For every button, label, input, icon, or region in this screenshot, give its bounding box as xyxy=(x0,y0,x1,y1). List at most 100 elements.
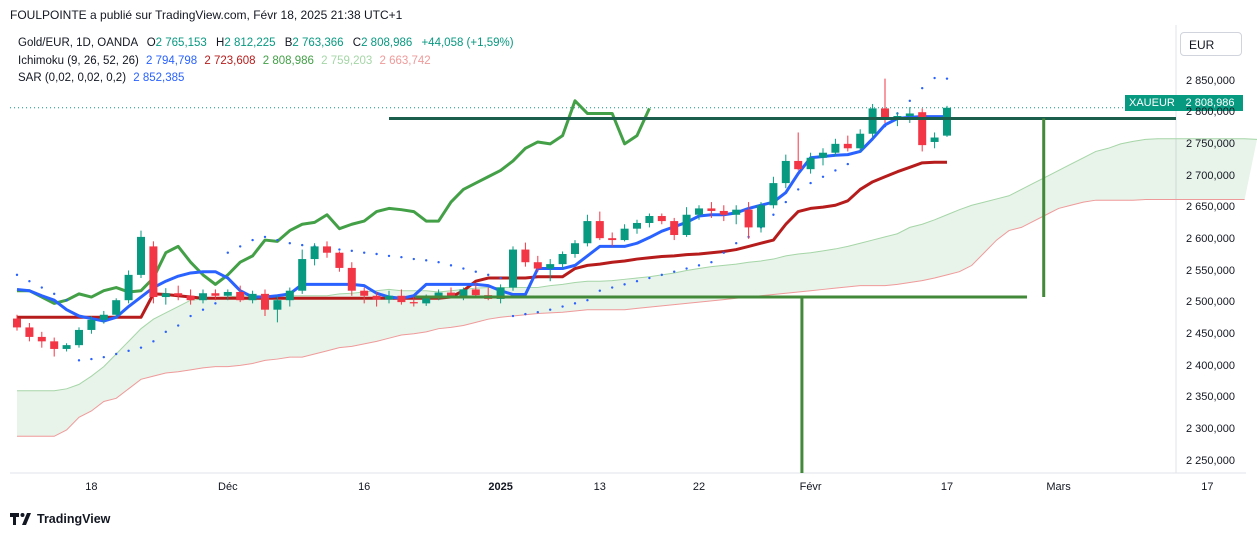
sar-point xyxy=(933,76,936,80)
candle-body xyxy=(397,295,406,303)
sar-point xyxy=(784,200,787,204)
candle-body xyxy=(546,264,555,269)
sar-point xyxy=(536,311,539,314)
sar-point xyxy=(673,270,676,273)
candle-body xyxy=(595,221,604,239)
candle-body xyxy=(905,113,914,117)
candle-body xyxy=(707,208,716,211)
candle-body xyxy=(25,327,34,337)
sar-point xyxy=(40,286,43,289)
candle-body xyxy=(236,291,245,301)
sar-point xyxy=(350,249,353,253)
tradingview-label: TradingView xyxy=(37,512,111,526)
sar-point xyxy=(945,77,949,80)
time-tick-label: Déc xyxy=(218,481,238,493)
candle-body xyxy=(149,246,158,298)
last-price-badge: 2 808,986 xyxy=(1177,95,1243,111)
sar-point xyxy=(201,308,205,311)
sar-point xyxy=(598,289,601,292)
candle-body xyxy=(323,246,331,253)
candle-body xyxy=(199,293,207,301)
time-tick-label: 17 xyxy=(1201,481,1214,493)
price-tick-label: 2 550,000 xyxy=(1186,264,1235,277)
sar-point xyxy=(883,124,887,128)
candle-body xyxy=(633,222,641,229)
sar-point xyxy=(871,137,874,140)
sar-point xyxy=(152,340,155,343)
price-tick-label: 2 600,000 xyxy=(1186,233,1235,246)
candle-body xyxy=(831,143,840,153)
sar-point xyxy=(623,283,626,286)
ichimoku-span-b-line xyxy=(17,199,1245,437)
candle-body xyxy=(186,295,195,301)
sar-point xyxy=(524,312,527,316)
legend-open: 2 765,153 xyxy=(155,37,207,49)
sar-point xyxy=(797,188,800,191)
price-tick-label: 2 300,000 xyxy=(1186,422,1235,435)
sar-point xyxy=(697,264,701,267)
ichimoku-conversion-line xyxy=(16,115,947,323)
candle-body xyxy=(310,246,319,260)
candle-body xyxy=(298,259,307,291)
legend-symbol-row[interactable]: Gold/EUR, 1D, OANDA O2 765,153 H2 812,22… xyxy=(18,35,514,53)
candle-body xyxy=(422,297,431,304)
price-tick-label: 2 450,000 xyxy=(1186,328,1235,340)
sar-point xyxy=(809,181,812,185)
tradingview-logo-icon xyxy=(10,513,31,525)
candle-body xyxy=(471,289,480,296)
candle-body xyxy=(434,292,443,298)
sar-point xyxy=(685,267,688,270)
price-tick-label: 2 700,000 xyxy=(1186,169,1235,182)
legend-ichimoku-span-b: 2 663,742 xyxy=(379,54,431,67)
candle-body xyxy=(521,249,530,263)
candle-body xyxy=(533,262,542,269)
sar-point xyxy=(164,330,167,334)
price-tick-label: 2 800,000 xyxy=(1186,106,1235,119)
sar-point xyxy=(561,305,564,308)
sar-point xyxy=(226,251,229,254)
sar-point xyxy=(425,259,428,262)
candle-body xyxy=(385,295,393,300)
candle-body xyxy=(732,209,741,215)
price-tick-label: 2 250,000 xyxy=(1186,454,1235,467)
candle-body xyxy=(571,243,579,254)
candle-body xyxy=(695,208,703,215)
sar-point xyxy=(586,298,589,302)
tradingview-brand[interactable]: TradingView xyxy=(10,512,110,526)
legend-ichimoku-row[interactable]: Ichimoku (9, 26, 52, 26) 2 794,798 2 723… xyxy=(18,53,514,71)
legend-ichimoku-lagging: 2 808,986 xyxy=(262,54,314,67)
sar-point xyxy=(921,86,924,90)
sar-point xyxy=(412,257,415,261)
candle-body xyxy=(794,160,803,170)
sar-point xyxy=(387,254,391,258)
candle-body xyxy=(124,274,133,301)
candle-body xyxy=(50,341,59,349)
time-tick-label: 18 xyxy=(85,481,98,493)
sar-point xyxy=(834,169,837,172)
candle-body xyxy=(13,318,21,328)
candle-body xyxy=(744,209,753,228)
sar-point xyxy=(288,242,291,245)
candle-body xyxy=(37,336,46,342)
sar-point xyxy=(53,292,56,296)
time-tick-label: Févr xyxy=(799,481,822,493)
sar-point xyxy=(102,355,106,359)
candle-body xyxy=(918,112,927,146)
candle-body xyxy=(496,287,505,299)
currency-button[interactable]: EUR xyxy=(1180,32,1242,56)
sar-point xyxy=(28,280,31,283)
candle-body xyxy=(509,249,517,288)
price-tick-label: 2 500,000 xyxy=(1186,296,1235,309)
candle-body xyxy=(657,216,666,222)
legend-symbol-label: Gold/EUR, 1D, OANDA xyxy=(18,37,138,49)
sar-point xyxy=(177,324,180,327)
candle-body xyxy=(608,238,617,241)
candle-body xyxy=(347,267,356,291)
candle-body xyxy=(211,293,220,296)
sar-point xyxy=(276,238,279,242)
sar-point xyxy=(660,273,663,277)
publisher-line: FOULPOINTE a publié sur TradingView.com,… xyxy=(10,8,403,22)
time-tick-label: 2025 xyxy=(488,481,513,493)
legend-sar-row[interactable]: SAR (0,02, 0,02, 0,2) 2 852,385 xyxy=(18,70,514,88)
